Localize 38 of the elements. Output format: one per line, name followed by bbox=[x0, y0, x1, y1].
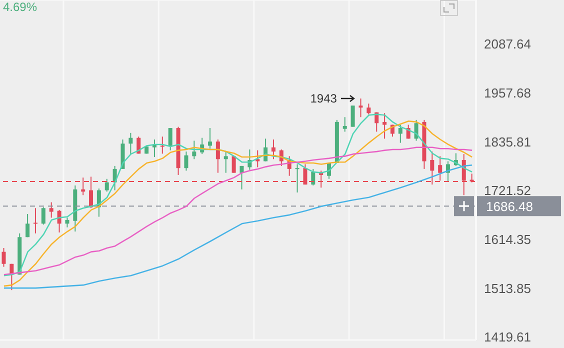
candlestick bbox=[232, 156, 236, 174]
annotation: 4.69% bbox=[3, 0, 38, 14]
candlestick bbox=[311, 168, 316, 186]
candlestick bbox=[168, 128, 172, 151]
candlestick bbox=[26, 214, 30, 238]
candlestick bbox=[350, 105, 355, 128]
y-tick-label: 1835.81 bbox=[484, 134, 531, 150]
candlestick bbox=[382, 112, 387, 140]
candlestick bbox=[240, 165, 244, 190]
candlestick bbox=[366, 103, 371, 115]
candlestick bbox=[104, 178, 109, 192]
annotation: 1943 bbox=[310, 92, 338, 106]
candlestick bbox=[398, 124, 402, 144]
candlestick bbox=[128, 132, 133, 155]
candlestick bbox=[358, 98, 363, 118]
y-tick-label: 1721.52 bbox=[484, 183, 531, 198]
line-series bbox=[3, 146, 473, 276]
candlestick bbox=[256, 150, 260, 168]
y-tick-label: 1419.61 bbox=[484, 330, 531, 345]
candlestick bbox=[33, 208, 38, 234]
y-tick-label: 1957.68 bbox=[484, 85, 531, 100]
y-tick-label: 1614.35 bbox=[484, 232, 531, 247]
candlestick bbox=[160, 136, 164, 154]
candlestick bbox=[271, 138, 276, 160]
candlestick bbox=[342, 116, 347, 132]
candlestick bbox=[41, 206, 46, 226]
candlestick bbox=[295, 164, 300, 193]
candlestick bbox=[216, 138, 220, 174]
candlestick bbox=[224, 151, 228, 174]
candlestick bbox=[65, 217, 70, 228]
y-tick-label: 1513.85 bbox=[484, 280, 531, 296]
candlestick bbox=[192, 140, 196, 160]
candlestick bbox=[49, 202, 54, 218]
candlestick bbox=[184, 151, 188, 172]
ref-line-label: 1686.48 bbox=[486, 199, 533, 214]
y-tick-label: 2087.64 bbox=[484, 36, 531, 52]
candlestick bbox=[208, 128, 212, 150]
candlestick bbox=[2, 248, 6, 268]
